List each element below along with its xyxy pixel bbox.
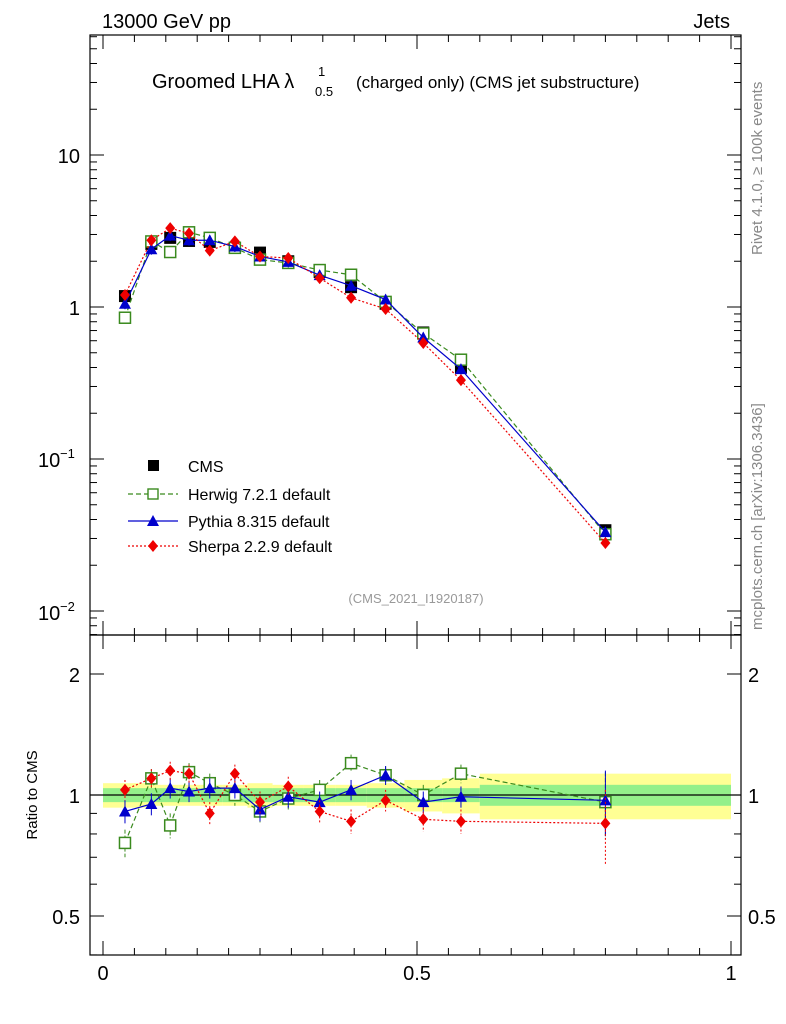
legend-entry-sherpa: Sherpa 2.2.9 default bbox=[128, 539, 333, 556]
svg-text:10: 10 bbox=[38, 450, 60, 472]
ratio-plot-layer bbox=[90, 754, 741, 865]
point-sherpa bbox=[184, 227, 195, 240]
point-pythia bbox=[454, 363, 467, 375]
ratio-point-sherpa bbox=[380, 794, 391, 807]
point-sherpa bbox=[314, 272, 325, 285]
ratio-ylabel: Ratio to CMS bbox=[24, 750, 41, 839]
ytick-ratio-2-right: 2 bbox=[748, 665, 759, 687]
ratio-point-pythia bbox=[118, 805, 131, 817]
ratio-point-sherpa bbox=[229, 767, 240, 780]
ytick-main-1e-2: 10 −2 bbox=[38, 599, 75, 625]
point-sherpa bbox=[455, 374, 466, 387]
ratio-point-pythia bbox=[203, 782, 216, 794]
ratio-point-herwig bbox=[118, 836, 132, 850]
point-pythia bbox=[379, 293, 392, 305]
point-pythia bbox=[203, 234, 216, 246]
point-pythia bbox=[118, 297, 131, 309]
point-pythia bbox=[183, 234, 196, 246]
legend-entry-herwig: Herwig 7.2.1 default bbox=[128, 487, 331, 504]
ratio-point-pythia bbox=[145, 797, 158, 809]
point-sherpa bbox=[418, 336, 429, 349]
ytick-ratio-2-left: 2 bbox=[69, 665, 80, 687]
legend-entry-pythia: Pythia 8.315 default bbox=[128, 514, 330, 531]
ratio-point-pythia bbox=[345, 783, 358, 795]
svg-text:−1: −1 bbox=[60, 446, 75, 461]
ratio-point-pythia bbox=[454, 790, 467, 802]
svg-text:−2: −2 bbox=[60, 599, 75, 614]
ratio-point-sherpa bbox=[204, 807, 215, 820]
ratio-point-sherpa bbox=[455, 815, 466, 828]
point-sherpa bbox=[165, 222, 176, 235]
ytick-main-1: 1 bbox=[69, 298, 80, 320]
ratio-point-sherpa bbox=[283, 780, 294, 793]
point-pythia bbox=[345, 279, 358, 291]
svg-text:Pythia 8.315 default: Pythia 8.315 default bbox=[188, 514, 330, 531]
title-subtitle: (charged only) (CMS jet substructure) bbox=[356, 73, 639, 92]
title-main: Groomed LHA λ bbox=[152, 71, 294, 93]
point-pythia bbox=[145, 243, 158, 255]
xtick-0.5: 0.5 bbox=[403, 963, 431, 985]
ratio-point-sherpa bbox=[314, 805, 325, 818]
header-right: Jets bbox=[693, 11, 730, 33]
ratio-point-herwig bbox=[163, 819, 177, 832]
ratio-point-sherpa bbox=[418, 813, 429, 826]
ratio-point-pythia bbox=[164, 782, 177, 794]
point-sherpa bbox=[380, 303, 391, 316]
point-sherpa bbox=[146, 234, 157, 247]
ratio-point-sherpa bbox=[165, 764, 176, 777]
point-pythia bbox=[599, 526, 612, 538]
point-herwig bbox=[344, 268, 358, 281]
point-herwig bbox=[118, 311, 132, 324]
point-herwig bbox=[163, 245, 177, 259]
ytick-main-1e-1: 10 −1 bbox=[38, 446, 75, 472]
chart-title: Groomed LHA λ 1 0.5 (charged only) (CMS … bbox=[152, 64, 639, 99]
point-sherpa bbox=[119, 288, 130, 301]
ytick-ratio-1-right: 1 bbox=[748, 786, 759, 808]
svg-text:Herwig 7.2.1 default: Herwig 7.2.1 default bbox=[188, 487, 331, 504]
ratio-point-pythia bbox=[417, 796, 430, 808]
ytick-main-10: 10 bbox=[58, 146, 80, 168]
point-sherpa bbox=[204, 244, 215, 257]
ratio-point-pythia bbox=[228, 782, 241, 794]
ratio-point-herwig bbox=[344, 756, 358, 770]
ratio-point-pythia bbox=[183, 785, 196, 797]
svg-text:CMS: CMS bbox=[188, 459, 224, 476]
xtick-0: 0 bbox=[97, 963, 108, 985]
header-left: 13000 GeV pp bbox=[102, 11, 231, 33]
rivet-label: Rivet 4.1.0, ≥ 100k events bbox=[749, 82, 766, 255]
point-sherpa bbox=[255, 250, 265, 263]
point-sherpa bbox=[600, 537, 611, 550]
legend-entry-cms: CMS bbox=[148, 459, 224, 476]
ratio-point-sherpa bbox=[255, 796, 265, 809]
svg-text:Sherpa 2.2.9 default: Sherpa 2.2.9 default bbox=[188, 539, 333, 556]
ytick-ratio-0.5-right: 0.5 bbox=[748, 907, 776, 929]
mcplots-label: mcplots.cern.ch [arXiv:1306.3436] bbox=[749, 403, 766, 630]
ratio-point-sherpa bbox=[600, 817, 611, 830]
point-sherpa bbox=[229, 235, 240, 248]
main-plot-layer bbox=[118, 222, 612, 550]
ratio-point-herwig bbox=[454, 767, 468, 780]
axis-ticks bbox=[90, 35, 741, 956]
svg-text:10: 10 bbox=[38, 603, 60, 625]
title-subscript: 0.5 bbox=[315, 84, 333, 99]
ytick-ratio-0.5-left: 0.5 bbox=[52, 907, 80, 929]
point-sherpa bbox=[283, 252, 294, 265]
ratio-point-sherpa bbox=[346, 815, 357, 828]
ytick-ratio-1-left: 1 bbox=[69, 786, 80, 808]
ratio-point-sherpa bbox=[119, 783, 130, 796]
ratio-point-sherpa bbox=[184, 767, 195, 780]
ratio-point-sherpa bbox=[146, 772, 157, 785]
point-pythia bbox=[164, 229, 177, 241]
xtick-1: 1 bbox=[725, 963, 736, 985]
point-sherpa bbox=[346, 291, 357, 304]
legend: CMS Herwig 7.2.1 default Pythia 8.315 de… bbox=[128, 459, 333, 556]
analysis-id: (CMS_2021_I1920187) bbox=[348, 591, 483, 606]
title-superscript: 1 bbox=[318, 64, 325, 79]
ratio-line-herwig bbox=[124, 762, 606, 844]
ratio-point-pythia bbox=[282, 790, 295, 802]
ratio-point-pythia bbox=[379, 769, 392, 781]
